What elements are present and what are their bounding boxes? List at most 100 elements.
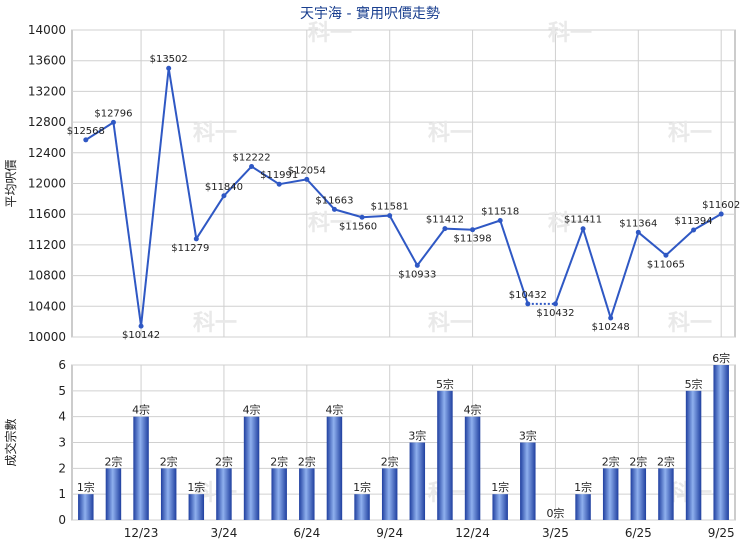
line-data-label: $11364 — [619, 218, 657, 229]
bar-data-label: 5宗 — [436, 377, 454, 391]
line-segment — [444, 227, 473, 231]
line-data-label: $10933 — [398, 269, 436, 280]
bar — [326, 416, 343, 520]
bar — [381, 468, 398, 520]
line-data-label: $11663 — [315, 195, 353, 206]
bar — [354, 494, 370, 520]
line-y-tick-label: 12400 — [28, 146, 66, 160]
bar-data-label: 2宗 — [215, 454, 233, 468]
watermark: 科一 — [308, 21, 352, 46]
line-data-label: $11560 — [339, 221, 377, 232]
bar — [713, 365, 729, 520]
line-point — [304, 176, 310, 182]
line-segment — [388, 215, 419, 266]
watermark: 科一 — [308, 211, 352, 236]
bar-data-label: 1宗 — [574, 480, 592, 494]
line-segment — [362, 214, 390, 219]
line-point — [83, 137, 89, 143]
bar — [575, 494, 591, 520]
bar-data-label: 2宗 — [104, 454, 122, 468]
line-data-label: $11581 — [371, 202, 409, 213]
bar — [271, 468, 287, 520]
bar-x-tick-label: 6/24 — [293, 526, 320, 540]
line-data-label: $11394 — [674, 216, 712, 227]
line-data-label: $11065 — [647, 259, 685, 270]
line-point — [608, 315, 614, 321]
line-point — [276, 181, 282, 187]
bar-x-tick-label: 12/23 — [124, 526, 159, 540]
bar-x-tick-label: 9/25 — [708, 526, 735, 540]
line-segment — [416, 228, 446, 266]
bar-data-label: 4宗 — [464, 403, 482, 417]
bar — [160, 468, 177, 520]
watermark: 科一 — [668, 311, 712, 336]
line-segment — [167, 68, 198, 239]
line-data-label: $10432 — [509, 290, 547, 301]
bar — [520, 442, 536, 520]
line-data-label: $11840 — [205, 182, 243, 193]
line-data-label: $11602 — [702, 200, 740, 211]
line-y-tick-label: 10000 — [28, 330, 66, 344]
line-segment — [306, 178, 336, 211]
bar-data-label: 1宗 — [187, 480, 205, 494]
line-point — [166, 65, 172, 71]
bar-x-tick-label: 6/25 — [625, 526, 652, 540]
line-data-label: $12568 — [67, 126, 105, 137]
bar-data-label: 3宗 — [408, 429, 426, 443]
bar-y-tick-label: 2 — [58, 461, 66, 475]
line-point — [221, 193, 227, 199]
bar-data-label: 2宗 — [657, 454, 675, 468]
line-y-tick-label: 12800 — [28, 115, 66, 129]
line-data-label: $10248 — [592, 322, 630, 333]
bar — [105, 468, 122, 520]
line-point — [414, 262, 420, 268]
line-data-label: $10432 — [536, 308, 574, 319]
line-point — [359, 214, 365, 220]
line-chart-ylabel: 平均呎價 — [4, 159, 18, 207]
line-point — [552, 301, 558, 307]
line-y-tick-label: 13200 — [28, 84, 66, 98]
bar — [492, 494, 508, 520]
bar-data-label: 0宗 — [546, 506, 564, 520]
line-segment — [554, 228, 585, 305]
line-data-label: $12222 — [232, 152, 270, 163]
line-point — [470, 227, 476, 233]
line-y-tick-label: 11200 — [28, 238, 66, 252]
watermark: 科一 — [193, 311, 237, 336]
bar-y-tick-label: 3 — [58, 436, 66, 450]
bar — [437, 390, 453, 520]
line-segment — [223, 165, 253, 197]
line-point — [138, 323, 144, 329]
bar-data-label: 4宗 — [132, 403, 150, 417]
bar-data-label: 2宗 — [629, 454, 647, 468]
bar — [685, 390, 702, 520]
line-point — [663, 252, 669, 258]
bar — [299, 468, 315, 520]
line-point — [691, 227, 697, 233]
line-segment — [251, 165, 280, 186]
line-y-tick-label: 12000 — [28, 177, 66, 191]
line-y-tick-label: 10400 — [28, 299, 66, 313]
bar-data-label: 2宗 — [270, 454, 288, 468]
line-data-label: $13502 — [150, 54, 188, 65]
line-point — [635, 229, 641, 235]
line-data-label: $11398 — [453, 234, 491, 245]
line-data-label: $12796 — [94, 108, 132, 119]
bar-x-tick-label: 3/25 — [542, 526, 569, 540]
line-segment — [637, 231, 667, 257]
bar-data-label: 5宗 — [685, 377, 703, 391]
line-point — [497, 217, 503, 223]
line-data-label: $10142 — [122, 330, 160, 341]
line-y-tick-label: 11600 — [28, 207, 66, 221]
bar — [216, 468, 232, 520]
bar-y-tick-label: 0 — [58, 513, 66, 527]
bar — [133, 416, 149, 520]
line-segment — [582, 228, 612, 319]
line-data-label: $11412 — [426, 215, 464, 226]
bar-data-label: 2宗 — [160, 454, 178, 468]
line-y-tick-label: 13600 — [28, 54, 66, 68]
line-segment — [499, 220, 529, 305]
line-data-label: $11991 — [260, 170, 298, 181]
bar-chart-ylabel: 成交宗數 — [3, 418, 18, 466]
